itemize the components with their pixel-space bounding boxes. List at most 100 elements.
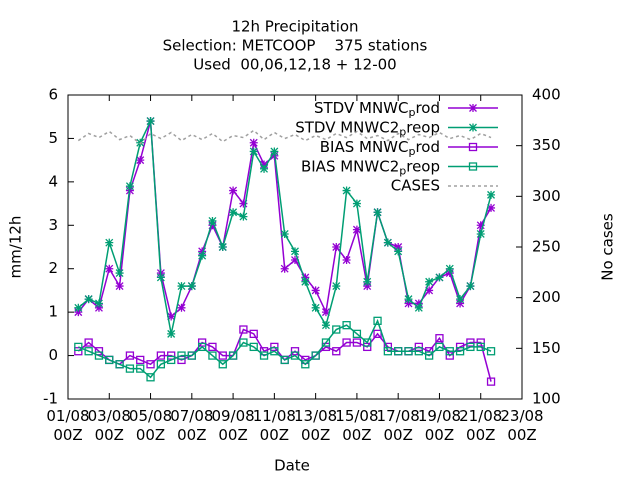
point bbox=[208, 351, 217, 360]
point bbox=[466, 338, 475, 347]
point bbox=[424, 351, 434, 360]
point bbox=[342, 338, 351, 347]
point bbox=[414, 299, 423, 308]
point bbox=[363, 277, 372, 286]
chart-title: 12h Precipitation bbox=[231, 18, 358, 36]
point bbox=[136, 364, 145, 373]
point bbox=[146, 360, 155, 369]
y-tick-label: -1 bbox=[43, 390, 58, 408]
point bbox=[218, 243, 227, 251]
point bbox=[167, 355, 176, 365]
point bbox=[404, 299, 413, 308]
y2-axis-label: No cases bbox=[599, 213, 617, 281]
point bbox=[321, 321, 330, 330]
point bbox=[260, 160, 269, 169]
point bbox=[260, 164, 269, 173]
chart-subtitle: Selection: METCOOP 375 stations bbox=[163, 37, 428, 55]
point bbox=[239, 199, 248, 208]
y-tick-label: 6 bbox=[48, 86, 58, 104]
point bbox=[94, 303, 103, 312]
point bbox=[74, 342, 83, 352]
point bbox=[187, 351, 196, 360]
point bbox=[373, 316, 382, 325]
y-tick-label: 0 bbox=[48, 346, 58, 364]
y2-tick-label: 350 bbox=[532, 136, 561, 154]
point bbox=[445, 269, 454, 278]
point bbox=[321, 338, 331, 347]
y-tick-label: 1 bbox=[48, 303, 58, 321]
point bbox=[321, 308, 330, 317]
point bbox=[373, 208, 382, 217]
point bbox=[332, 243, 341, 251]
point bbox=[146, 373, 155, 382]
chart-subtitle: Used 00,06,12,18 + 12-00 bbox=[193, 56, 396, 74]
point bbox=[115, 282, 124, 291]
point bbox=[414, 347, 423, 356]
point bbox=[487, 190, 496, 199]
point bbox=[414, 342, 423, 352]
point bbox=[352, 338, 362, 347]
legend-marker bbox=[468, 162, 478, 171]
y-axis-label: mm/12h bbox=[7, 216, 25, 279]
point bbox=[167, 329, 176, 338]
point bbox=[456, 299, 465, 308]
point bbox=[383, 238, 392, 247]
point bbox=[177, 355, 186, 365]
point bbox=[177, 282, 186, 291]
point bbox=[445, 351, 454, 360]
point bbox=[270, 347, 279, 356]
point bbox=[177, 303, 186, 312]
point bbox=[404, 295, 413, 304]
y2-tick-label: 400 bbox=[532, 86, 561, 104]
point bbox=[74, 347, 83, 356]
point bbox=[249, 329, 258, 339]
point bbox=[239, 212, 248, 221]
point bbox=[94, 299, 103, 308]
point bbox=[455, 342, 465, 352]
point bbox=[456, 295, 465, 304]
point bbox=[239, 338, 248, 347]
point bbox=[125, 364, 135, 373]
x-tick-label: 23/08 00Z bbox=[500, 407, 544, 444]
point bbox=[167, 312, 176, 321]
point bbox=[466, 342, 475, 352]
point bbox=[218, 360, 227, 369]
point bbox=[280, 355, 289, 365]
y-tick-label: 4 bbox=[48, 172, 58, 190]
point bbox=[177, 351, 186, 360]
point bbox=[136, 355, 145, 365]
series-line bbox=[78, 318, 492, 379]
x-tick-label: 11/08 00Z bbox=[252, 407, 296, 444]
legend-label: STDV MNWC2preop bbox=[295, 118, 440, 139]
point bbox=[311, 303, 320, 312]
point bbox=[342, 256, 351, 265]
x-tick-label: 13/08 00Z bbox=[294, 407, 338, 444]
legend-label: STDV MNWCprod bbox=[314, 99, 440, 120]
legend-marker bbox=[468, 142, 478, 152]
point bbox=[486, 377, 496, 386]
point bbox=[115, 360, 124, 369]
point bbox=[94, 351, 104, 360]
point bbox=[270, 342, 279, 352]
legend-label: CASES bbox=[391, 177, 440, 195]
point bbox=[249, 147, 258, 156]
point bbox=[466, 282, 475, 291]
point bbox=[404, 347, 413, 356]
y-tick-label: 2 bbox=[48, 259, 58, 277]
point bbox=[394, 247, 403, 256]
point bbox=[84, 347, 93, 356]
point bbox=[125, 351, 135, 360]
point bbox=[425, 277, 434, 286]
point bbox=[208, 342, 217, 352]
point bbox=[486, 347, 496, 356]
point bbox=[445, 347, 454, 356]
point bbox=[394, 243, 403, 251]
x-tick-label: 05/08 00Z bbox=[128, 407, 173, 444]
point bbox=[280, 229, 289, 238]
y-tick-label: 5 bbox=[48, 129, 58, 147]
point bbox=[249, 138, 258, 147]
point bbox=[291, 256, 299, 265]
point bbox=[425, 286, 434, 295]
point bbox=[414, 303, 423, 312]
